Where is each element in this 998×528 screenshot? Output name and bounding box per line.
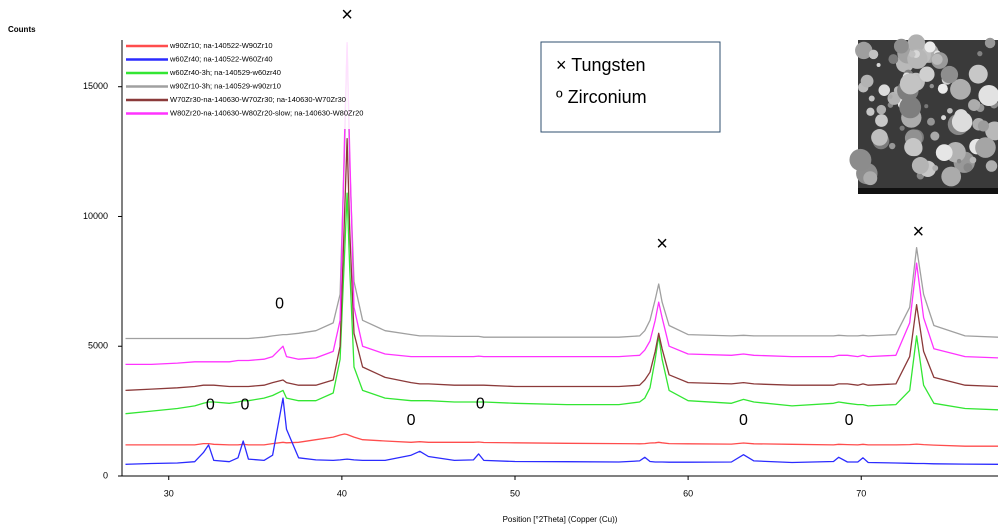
sem-grain (911, 157, 929, 175)
sem-grain (871, 129, 888, 146)
sem-grain (893, 38, 909, 54)
sem-grain (975, 137, 996, 158)
annotation: × (341, 4, 353, 26)
annotation: 0 (275, 295, 284, 312)
sem-grain (924, 41, 936, 53)
sem-grain (876, 104, 887, 115)
x-tick-label: 40 (337, 488, 347, 498)
sem-grain (863, 171, 878, 186)
sem-grain (930, 131, 940, 141)
sem-grain (868, 49, 879, 60)
sem-grain (935, 144, 953, 161)
sem-grain (899, 125, 905, 131)
sem-grain (985, 160, 998, 172)
y-axis-label: Counts (8, 25, 36, 34)
x-tick-label: 30 (164, 488, 174, 498)
y-tick-label: 0 (103, 470, 108, 480)
y-tick-label: 10000 (83, 211, 108, 221)
legend-label: W70Zr30-na-140630-W70Zr30; na-140630-W70… (170, 95, 346, 104)
sem-grain (932, 165, 939, 171)
sem-grain (889, 142, 896, 150)
sem-grain (904, 138, 923, 157)
sem-grain (929, 83, 934, 89)
sem-grain (931, 53, 943, 65)
annotation: × (913, 221, 925, 243)
y-tick-label: 5000 (88, 341, 108, 351)
series-line (125, 137, 998, 392)
legend-label: w90Zr10; na-140522-W90Zr10 (169, 41, 273, 50)
sem-grain (860, 74, 874, 88)
annotation: 0 (739, 412, 748, 429)
sem-grain (899, 73, 921, 95)
sem-grain (969, 156, 977, 164)
series-line (125, 192, 998, 415)
annotation: × (656, 233, 668, 255)
legend-label: w90Zr10-3h; na-140529-w90zr10 (169, 81, 281, 90)
legend-label: W80Zr20-na-140630-W80Zr20-slow; na-14063… (170, 108, 363, 117)
sem-grain (868, 95, 875, 102)
sem-grain (937, 83, 948, 94)
sem-grain (878, 84, 891, 96)
sem-grain (977, 120, 990, 132)
x-tick-label: 70 (856, 488, 866, 498)
annotation: 0 (845, 412, 854, 429)
annotation: 0 (206, 396, 215, 413)
sem-grain (927, 117, 935, 126)
annotation: 0 (240, 396, 249, 413)
sem-grain (849, 148, 872, 171)
legend-label: w60Zr40-3h; na-140529-w60zr40 (169, 68, 281, 77)
x-axis-label: Position [°2Theta] (Copper (Cu)) (503, 515, 618, 524)
sem-grain (866, 107, 875, 116)
sem-grain (977, 50, 983, 57)
sem-grain (968, 64, 988, 84)
sem-grain (978, 85, 998, 107)
series-line (125, 44, 998, 340)
sem-grain (951, 111, 973, 133)
x-tick-label: 50 (510, 488, 520, 498)
sem-grain (907, 34, 926, 52)
sem-grain (956, 158, 962, 164)
series-line (125, 397, 998, 465)
legend-label: w60Zr40; na-140522-W60Zr40 (169, 54, 273, 63)
sem-grain (941, 166, 962, 187)
annotation: 0 (476, 395, 485, 412)
sem-grain (974, 100, 981, 107)
sem-grain (924, 104, 929, 109)
sem-grain (855, 41, 873, 60)
sem-grain (888, 94, 893, 99)
series-line (125, 433, 998, 447)
sem-grain (888, 54, 899, 65)
sem-grain (984, 37, 996, 49)
sem-grain (950, 78, 971, 100)
sem-grain (940, 65, 959, 84)
sem-grain (941, 115, 947, 121)
annotation: 0 (407, 412, 416, 429)
sem-grain (876, 63, 881, 68)
key-box (540, 41, 721, 133)
key-text: × Tungsten (556, 55, 646, 75)
sem-grain (908, 50, 916, 58)
legend-box (123, 41, 453, 129)
y-tick-label: 15000 (83, 81, 108, 91)
sem-scalebar (858, 188, 998, 194)
sem-image (849, 34, 998, 194)
key-text: º Zirconium (556, 87, 647, 107)
x-tick-label: 60 (683, 488, 693, 498)
sem-grain (963, 163, 973, 172)
sem-grain (875, 114, 888, 127)
series-line (125, 41, 998, 366)
sem-grain (919, 66, 935, 82)
sem-grain (947, 107, 953, 114)
sem-grain (899, 96, 922, 119)
